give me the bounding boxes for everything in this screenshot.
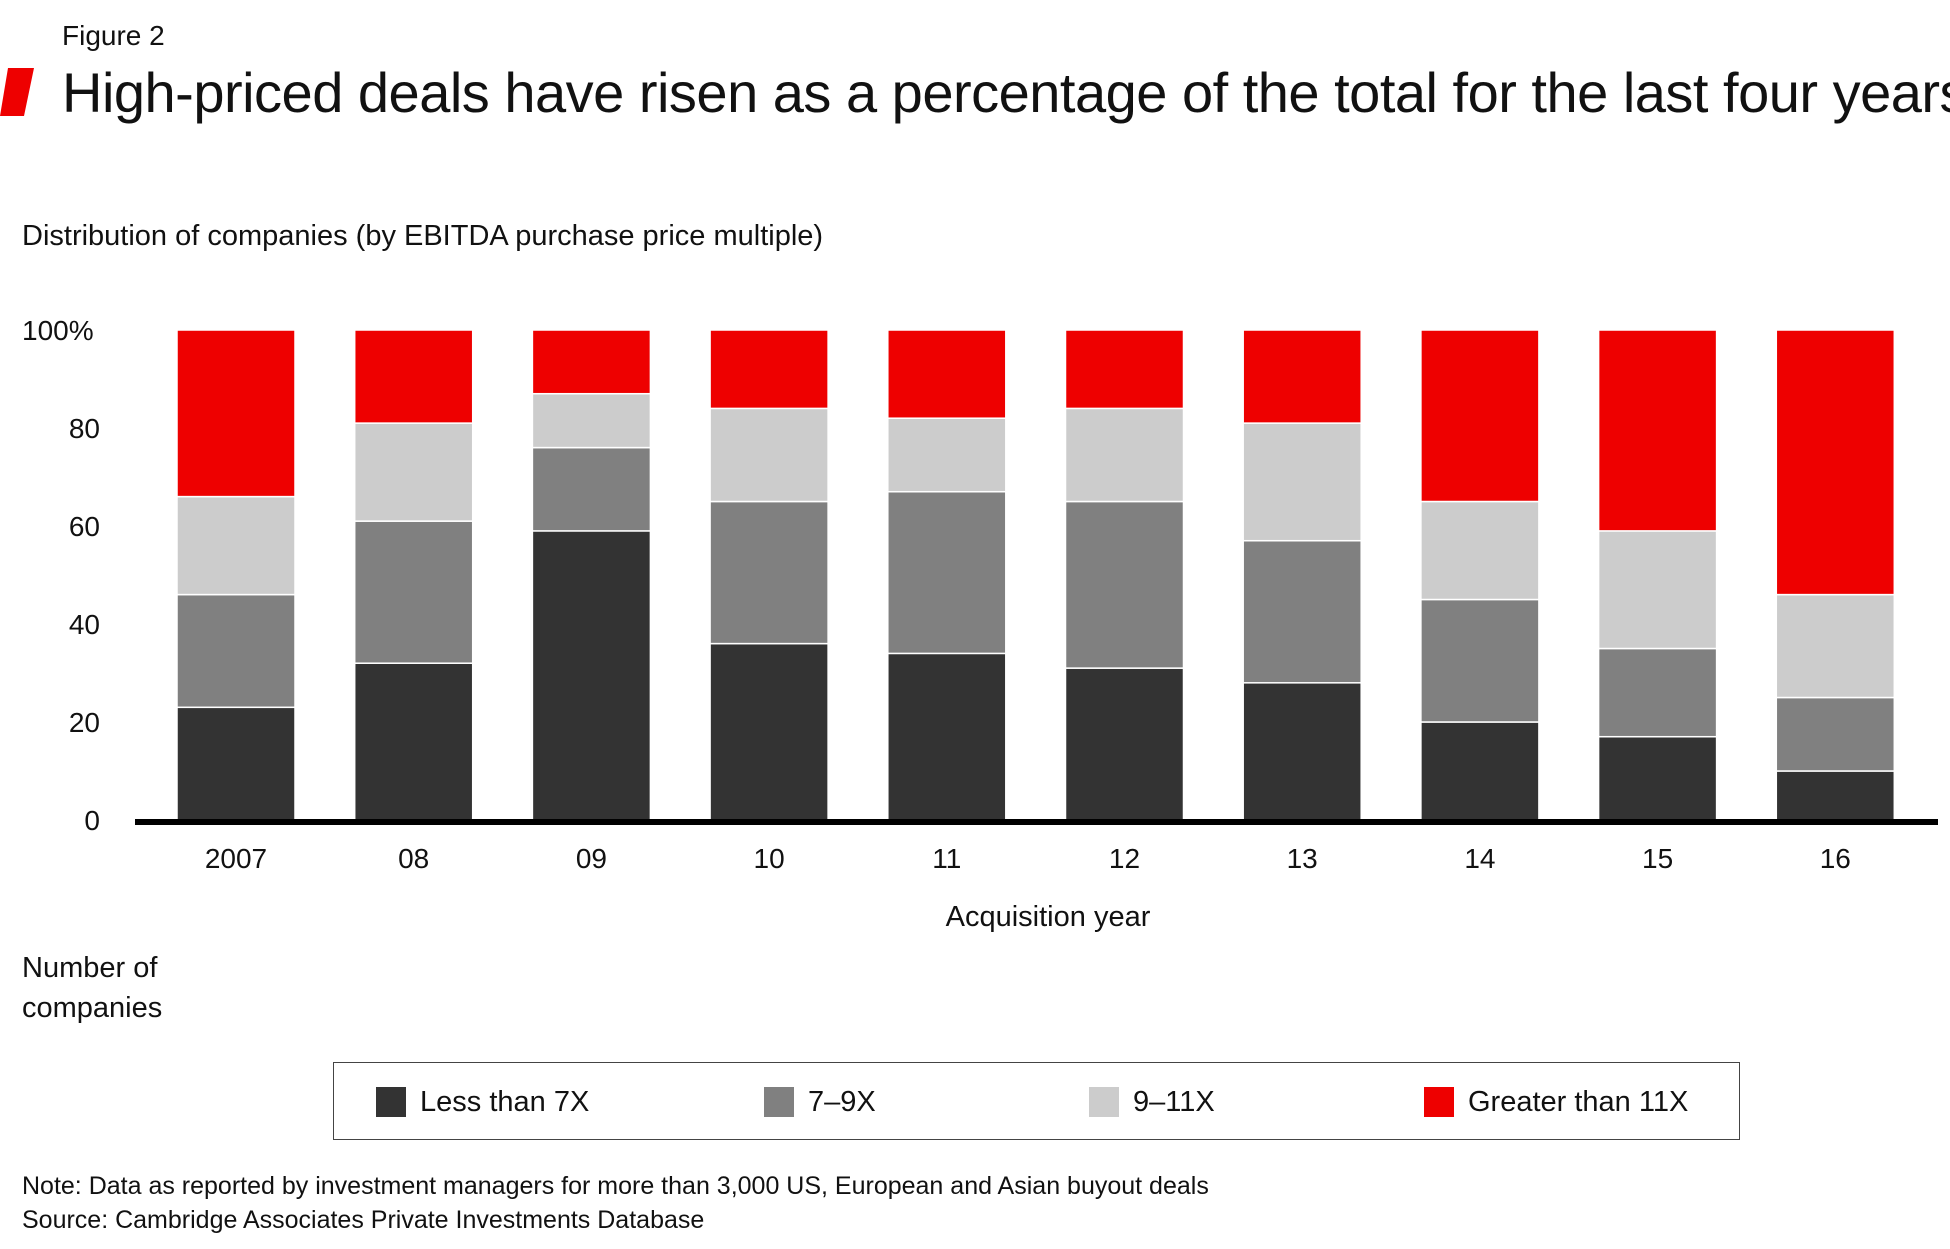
- x-tick-label: 15: [1642, 843, 1673, 874]
- bar-segment: [531, 530, 652, 821]
- bar-segment: [176, 495, 296, 596]
- bar-segment: [1775, 593, 1896, 699]
- bar-segment: [887, 329, 1007, 419]
- legend-label: Less than 7X: [420, 1085, 590, 1118]
- bar-segment: [1597, 329, 1718, 532]
- bar-segment: [1242, 539, 1362, 684]
- bar-segment: [531, 392, 652, 449]
- legend-item-greater-than-11x: Greater than 11X: [1424, 1085, 1688, 1119]
- bar-segment: [1597, 735, 1718, 821]
- bar-segment: [1775, 696, 1896, 772]
- chart-subtitle: Distribution of companies (by EBITDA pur…: [22, 220, 824, 252]
- bar-segment: [709, 642, 829, 821]
- bar-segment: [176, 593, 296, 709]
- x-tick-label: 10: [754, 843, 785, 874]
- bar-segment: [1064, 667, 1185, 821]
- x-axis-title: Acquisition year: [946, 901, 1151, 933]
- bar-segment: [1420, 598, 1540, 723]
- legend-label: 9–11X: [1133, 1085, 1215, 1118]
- bar-segment: [1775, 770, 1896, 821]
- bar-segment: [887, 490, 1007, 655]
- legend-label: 7–9X: [808, 1085, 876, 1118]
- bar-segment: [887, 652, 1007, 821]
- x-tick-label: 2007: [205, 843, 267, 874]
- bar-segment: [1242, 682, 1362, 821]
- company-count-label-line2: companies: [22, 992, 163, 1024]
- bar-segment: [1597, 647, 1718, 738]
- legend-label: Greater than 11X: [1468, 1085, 1689, 1118]
- stacked-bar-chart: 020406080100%200748008311091611037211379…: [22, 315, 1938, 933]
- bar-segment: [1420, 329, 1540, 503]
- chart-title: High-priced deals have risen as a percen…: [62, 61, 1950, 124]
- bar-segment: [709, 407, 829, 503]
- x-tick-label: 12: [1109, 843, 1140, 874]
- bar-segment: [353, 329, 474, 424]
- y-tick-label: 20: [69, 707, 100, 738]
- x-tick-label: 16: [1820, 843, 1851, 874]
- legend-swatch: [376, 1087, 406, 1117]
- bar-segment: [1420, 500, 1540, 601]
- bar-segment: [709, 329, 829, 410]
- bar-segment: [1775, 329, 1896, 596]
- y-tick-label: 100%: [22, 315, 94, 346]
- company-count-label-line1: Number of: [22, 952, 158, 984]
- legend-swatch: [1424, 1087, 1454, 1117]
- bar-segment: [176, 706, 296, 821]
- y-tick-label: 80: [69, 413, 100, 444]
- x-tick-label: 11: [932, 843, 961, 874]
- legend-item-9-11x: 9–11X: [1089, 1085, 1215, 1119]
- x-tick-label: 13: [1287, 843, 1318, 874]
- x-tick-label: 08: [398, 843, 429, 874]
- chart-note: Note: Data as reported by investment man…: [22, 1172, 1209, 1200]
- chart-source: Source: Cambridge Associates Private Inv…: [22, 1206, 705, 1234]
- bar-segment: [1064, 329, 1185, 410]
- bar-segment: [353, 520, 474, 664]
- legend-item-less-than-7x: Less than 7X: [376, 1085, 589, 1119]
- company-count-label: Number of companies: [22, 948, 162, 1028]
- legend-item-7-9x: 7–9X: [764, 1085, 876, 1119]
- bar-segment: [1597, 530, 1718, 650]
- bar-segment: [1064, 500, 1185, 669]
- legend-swatch: [764, 1087, 794, 1117]
- bar-segment: [1242, 422, 1362, 542]
- figure-label: Figure 2: [62, 20, 165, 51]
- bar-segment: [1064, 407, 1185, 503]
- y-tick-label: 60: [69, 511, 100, 542]
- bar-segment: [531, 446, 652, 532]
- red-accent-icon: [0, 68, 34, 116]
- x-tick-label: 14: [1464, 843, 1495, 874]
- y-tick-label: 0: [84, 805, 100, 836]
- bar-segment: [531, 329, 652, 395]
- bar-segment: [709, 500, 829, 645]
- x-tick-label: 09: [576, 843, 607, 874]
- bar-segment: [1420, 721, 1540, 821]
- bar-segment: [353, 422, 474, 522]
- legend-swatch: [1089, 1087, 1119, 1117]
- bar-segment: [353, 662, 474, 821]
- bar-segment: [1242, 329, 1362, 424]
- y-tick-label: 40: [69, 609, 100, 640]
- chart-legend: Less than 7X 7–9X 9–11X Greater than 11X: [333, 1062, 1740, 1140]
- bar-segment: [887, 417, 1007, 493]
- bar-segment: [176, 329, 296, 498]
